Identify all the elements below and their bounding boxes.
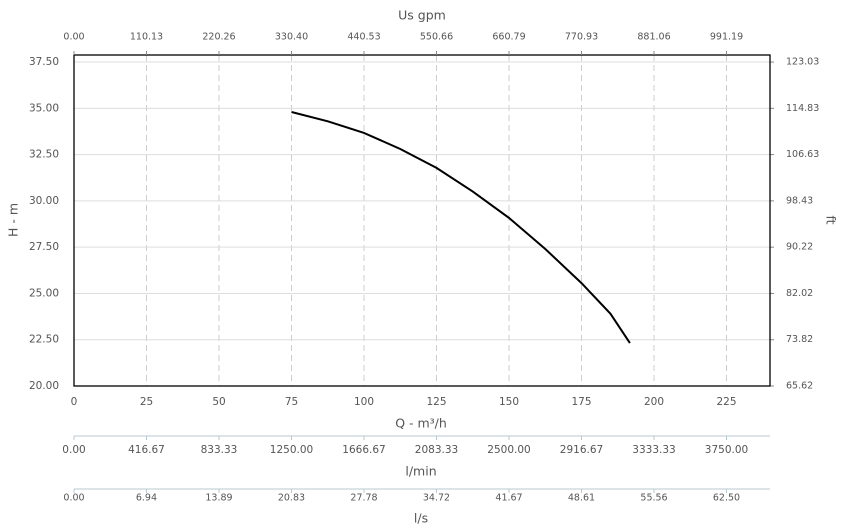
y2-tick-label: 90.22 xyxy=(786,242,813,253)
x-tick-label: 75 xyxy=(285,396,298,408)
extra-tick-label: 6.94 xyxy=(136,493,157,504)
y-tick-label: 20.00 xyxy=(29,380,59,392)
extra-tick-label: 34.72 xyxy=(423,493,450,504)
y-tick-label: 25.00 xyxy=(29,287,59,299)
x-tick-label: 125 xyxy=(426,396,446,408)
top-tick-label: 330.40 xyxy=(275,32,308,43)
y2-tick-label: 114.83 xyxy=(786,103,819,114)
extra-tick-label: 41.67 xyxy=(495,493,522,504)
extra-tick-label: 3333.33 xyxy=(632,444,675,456)
x-tick-label: 150 xyxy=(499,396,519,408)
extra-tick-label: 62.50 xyxy=(713,493,740,504)
extra-tick-label: 27.78 xyxy=(350,493,377,504)
x-tick-label: 25 xyxy=(140,396,153,408)
y2-tick-label: 123.03 xyxy=(786,57,819,68)
extra-tick-label: 2916.67 xyxy=(560,444,603,456)
y2-tick-label: 106.63 xyxy=(786,149,819,160)
top-tick-label: 770.93 xyxy=(565,32,598,43)
x-tick-label: 100 xyxy=(354,396,374,408)
extra-tick-label: 20.83 xyxy=(278,493,305,504)
x-axis-title: Q - m³/h xyxy=(395,416,447,431)
extra-tick-label: 13.89 xyxy=(205,493,232,504)
extra-axis-title: l/s xyxy=(414,511,428,526)
x-tick-label: 200 xyxy=(644,396,664,408)
top-tick-label: 991.19 xyxy=(710,32,743,43)
top-tick-label: 440.53 xyxy=(347,32,380,43)
x-tick-label: 175 xyxy=(571,396,591,408)
top-tick-label: 881.06 xyxy=(637,32,670,43)
pump-curve xyxy=(291,111,631,344)
x-tick-label: 0 xyxy=(71,396,78,408)
y2-tick-label: 65.62 xyxy=(786,381,813,392)
top-tick-label: 660.79 xyxy=(492,32,525,43)
extra-tick-label: 0.00 xyxy=(62,444,85,456)
y2-axis-title: ft xyxy=(824,215,839,224)
y-axis-title: H - m xyxy=(6,203,21,237)
y-tick-label: 22.50 xyxy=(29,334,59,346)
extra-tick-label: 55.56 xyxy=(640,493,667,504)
extra-tick-label: 48.61 xyxy=(568,493,595,504)
y-tick-label: 30.00 xyxy=(29,195,59,207)
top-tick-label: 550.66 xyxy=(420,32,453,43)
extra-tick-label: 0.00 xyxy=(63,493,84,504)
y-tick-label: 32.50 xyxy=(29,149,59,161)
extra-tick-label: 833.33 xyxy=(201,444,238,456)
extra-tick-label: 1666.67 xyxy=(342,444,385,456)
y-tick-label: 37.50 xyxy=(29,56,59,68)
extra-tick-label: 1250.00 xyxy=(270,444,313,456)
extra-tick-label: 2083.33 xyxy=(415,444,458,456)
y2-tick-label: 73.82 xyxy=(786,334,813,345)
extra-tick-label: 3750.00 xyxy=(705,444,748,456)
top-tick-label: 0.00 xyxy=(63,32,84,43)
extra-tick-label: 416.67 xyxy=(128,444,165,456)
extra-tick-label: 2500.00 xyxy=(487,444,530,456)
y-tick-label: 35.00 xyxy=(29,102,59,114)
x-tick-label: 225 xyxy=(716,396,736,408)
top-tick-label: 220.26 xyxy=(202,32,235,43)
plot-frame xyxy=(73,54,771,387)
top-tick-label: 110.13 xyxy=(130,32,163,43)
x-tick-label: 50 xyxy=(212,396,225,408)
extra-axis-title: l/min xyxy=(405,464,436,479)
y2-tick-label: 98.43 xyxy=(786,195,813,206)
y2-tick-label: 82.02 xyxy=(786,288,813,299)
y-tick-label: 27.50 xyxy=(29,241,59,253)
top-axis-title: Us gpm xyxy=(398,8,446,23)
